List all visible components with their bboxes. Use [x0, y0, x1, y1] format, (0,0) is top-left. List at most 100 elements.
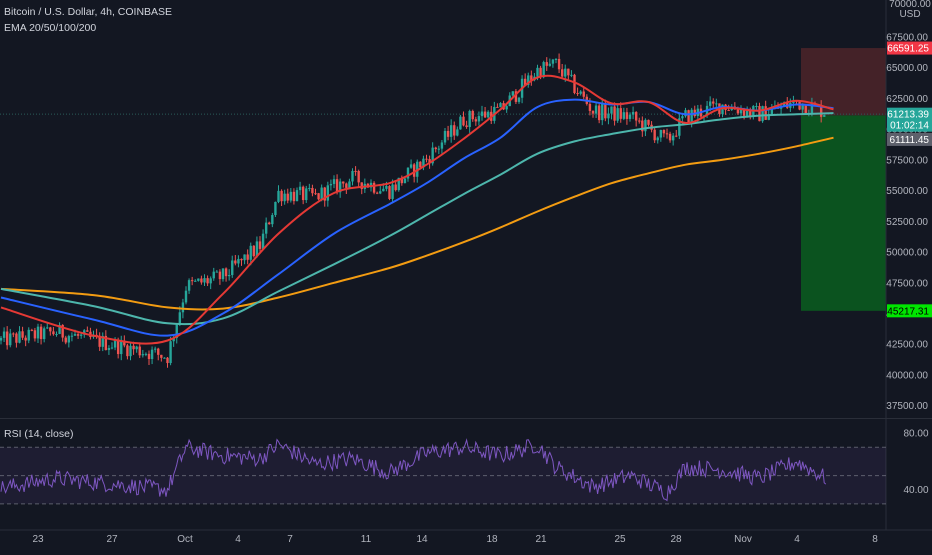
candle-up [2, 331, 6, 338]
candle-down [252, 245, 256, 257]
candle-up [348, 181, 351, 188]
candle-down [567, 68, 570, 76]
candle-up [129, 345, 132, 357]
candle-down [412, 164, 416, 177]
candle-up [601, 103, 604, 121]
candle-down [798, 101, 801, 110]
candle-up [715, 103, 718, 105]
candle-down [597, 105, 601, 121]
candle-up [499, 103, 502, 108]
candle-down [335, 179, 339, 193]
candle-down [76, 334, 80, 336]
candle-up [308, 187, 311, 189]
candle-up [178, 312, 182, 325]
y-tick-label: 40000.00 [886, 370, 928, 381]
candle-down [116, 339, 120, 355]
candle-up [120, 340, 123, 355]
take-profit-zone[interactable] [801, 115, 886, 311]
candle-down [311, 187, 314, 194]
candle-down [126, 345, 129, 357]
candle-up [745, 109, 749, 116]
price-tag-last[interactable] [887, 107, 932, 121]
candle-down [727, 109, 730, 111]
price-tag-target[interactable] [887, 304, 932, 318]
candle-down [573, 74, 576, 94]
candle-up [656, 137, 659, 141]
candle-up [486, 111, 490, 118]
candle-down [234, 260, 237, 264]
price-tag-text: 45217.31 [887, 306, 929, 317]
candle-up [564, 68, 567, 77]
candle-down [591, 110, 595, 114]
indicator-legend[interactable]: EMA 20/50/100/200 [4, 22, 97, 34]
candle-down [357, 171, 360, 183]
candle-up [46, 327, 49, 329]
candle-up [610, 106, 613, 114]
candle-up [810, 103, 814, 114]
candle-down [190, 280, 194, 282]
ema-line-200 [0, 136, 834, 311]
candle-up [659, 129, 663, 138]
candle-up [403, 178, 407, 184]
candle-up [70, 335, 74, 337]
candle-down [206, 278, 209, 284]
candle-up [409, 164, 413, 168]
candle-up [113, 339, 117, 348]
candle-down [545, 62, 548, 66]
y-tick-label: 62500.00 [886, 94, 928, 105]
price-tag-entry[interactable] [887, 132, 932, 146]
candle-down [39, 326, 43, 340]
y-tick-label: 50000.00 [886, 248, 928, 259]
candle-up [671, 135, 675, 141]
candle-up [42, 328, 46, 340]
candle-up [274, 201, 277, 216]
candle-down [582, 91, 585, 97]
candle-up [607, 113, 610, 119]
x-tick-label: 11 [361, 534, 372, 545]
candle-up [644, 119, 647, 132]
candle-up [823, 115, 826, 117]
candle-up [135, 346, 138, 350]
y-tick-label: 47500.00 [886, 278, 928, 289]
candle-up [181, 302, 185, 313]
candle-up [536, 67, 539, 77]
price-tag-countdown[interactable] [887, 118, 932, 132]
candle-up [169, 341, 172, 364]
rsi-legend[interactable]: RSI (14, close) [4, 428, 74, 440]
rsi-tick-label: 40.00 [903, 485, 928, 496]
x-tick-label: 8 [872, 534, 878, 545]
x-tick-label: Oct [177, 534, 193, 545]
ema-line-50 [0, 98, 834, 337]
candle-up [0, 337, 3, 341]
candle-up [406, 167, 410, 179]
candle-up [55, 333, 58, 335]
candle-down [712, 101, 715, 104]
candle-up [264, 222, 268, 234]
candle-down [662, 129, 666, 134]
candle-down [323, 187, 326, 201]
candle-down [474, 119, 478, 122]
price-tag-text: 61111.45 [890, 135, 930, 146]
candle-up [385, 186, 388, 189]
candle-up [431, 147, 434, 164]
x-tick-label: 27 [106, 534, 118, 545]
candle-up [255, 241, 259, 257]
candle-down [160, 354, 163, 358]
candle-up [554, 58, 558, 60]
candle-down [224, 268, 228, 277]
candle-up [305, 188, 308, 201]
candle-up [801, 104, 804, 110]
chart-title: Bitcoin / U.S. Dollar, 4h, COINBASE [4, 6, 173, 18]
candle-down [465, 125, 468, 128]
x-tick-label: 4 [235, 534, 241, 545]
candle-down [292, 191, 296, 202]
price-tag-stop[interactable] [887, 41, 932, 55]
x-tick-label: 28 [670, 534, 682, 545]
candle-up [231, 260, 234, 276]
candle-up [215, 271, 219, 273]
candle-up [548, 63, 552, 66]
candle-up [551, 59, 555, 64]
